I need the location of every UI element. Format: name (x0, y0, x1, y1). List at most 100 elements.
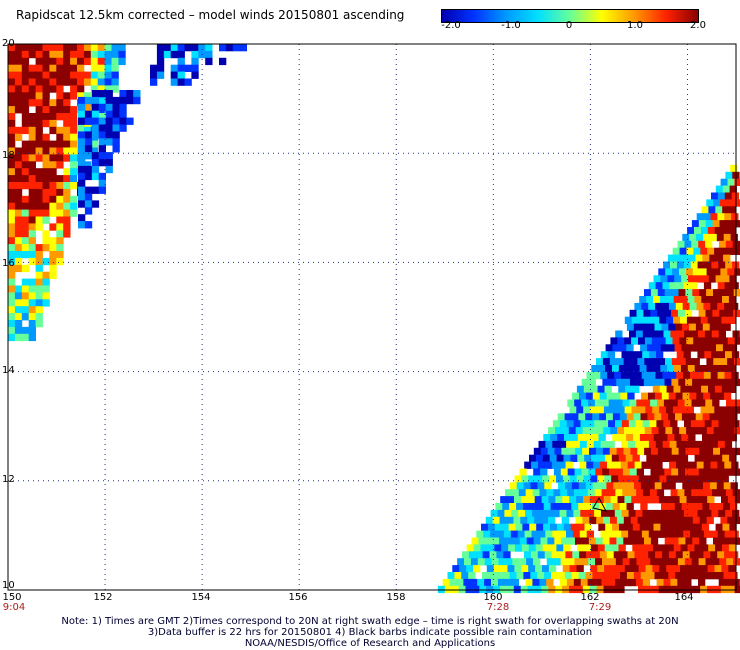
wind-cell (28, 175, 36, 183)
wind-cell (566, 509, 574, 518)
wind-cell (635, 330, 644, 338)
wind-cell (648, 551, 656, 559)
wind-cell (698, 558, 706, 566)
wind-cell (544, 572, 552, 580)
wind-cell (563, 544, 571, 552)
wind-cell (91, 159, 100, 167)
wind-cell (568, 537, 576, 545)
wind-cell (619, 344, 627, 352)
wind-cell (719, 378, 727, 387)
wind-cell (539, 578, 547, 587)
wind-cell (621, 530, 629, 538)
wind-cell (680, 475, 688, 483)
wind-cell (655, 302, 663, 311)
wind-cell (723, 503, 731, 511)
wind-cell (607, 461, 615, 469)
wind-cell (596, 358, 604, 366)
wind-cell (701, 385, 709, 393)
wind-cell (726, 220, 734, 228)
wind-cell (150, 64, 158, 72)
wind-cell (722, 365, 730, 373)
wind-cell (733, 220, 740, 228)
wind-cell (500, 585, 508, 594)
wind-cell (636, 558, 644, 566)
wind-cell (661, 503, 669, 511)
wind-cell (671, 309, 679, 318)
wind-cell (553, 558, 561, 566)
wind-cell (28, 85, 36, 93)
wind-cell (14, 99, 23, 107)
wind-cell (675, 572, 683, 580)
wind-cell (232, 44, 241, 52)
wind-cell (724, 440, 733, 449)
wind-cell (56, 154, 64, 162)
wind-cell (605, 523, 613, 531)
wind-cell (538, 530, 546, 538)
wind-cell (78, 96, 86, 105)
wind-cell (545, 440, 553, 449)
wind-cell (710, 213, 718, 221)
wind-cell (28, 306, 36, 314)
wind-cell (514, 565, 522, 573)
wind-cell (83, 50, 92, 59)
wind-cell (715, 275, 723, 283)
wind-cell (669, 371, 677, 380)
wind-cell (553, 468, 562, 476)
wind-cell (639, 523, 647, 531)
wind-cell (733, 289, 740, 297)
wind-cell (118, 57, 126, 66)
wind-cell (509, 482, 518, 490)
wind-cell (686, 337, 694, 345)
wind-cell (635, 530, 643, 538)
wind-cell (577, 454, 585, 462)
wind-cell (727, 516, 735, 525)
wind-cell (608, 558, 617, 566)
wind-cell (579, 440, 588, 449)
wind-cell (726, 558, 734, 566)
wind-cell (584, 523, 592, 531)
wind-cell (649, 489, 658, 497)
wind-cell (537, 551, 546, 559)
wind-cell (634, 302, 642, 311)
wind-cell (534, 585, 542, 594)
wind-cell (724, 461, 732, 469)
wind-cell (42, 119, 50, 128)
wind-cell (21, 223, 30, 231)
wind-cell (699, 268, 707, 276)
wind-cell (693, 565, 702, 573)
wind-cell (35, 133, 43, 141)
wind-cell (664, 309, 672, 318)
wind-cell (719, 309, 727, 318)
wind-cell (734, 585, 740, 594)
wind-cell (658, 427, 666, 435)
wind-cell (42, 113, 50, 121)
wind-cell (104, 71, 112, 79)
wind-cell (681, 254, 689, 262)
wind-cell (510, 530, 519, 538)
wind-cell (91, 103, 100, 112)
wind-cell (618, 544, 626, 552)
wind-cell (630, 427, 639, 435)
wind-cell (14, 147, 23, 155)
wind-cell (8, 326, 16, 335)
wind-cell (705, 309, 713, 318)
wind-cell (613, 572, 621, 580)
wind-cell (78, 179, 86, 187)
wind-cell (494, 544, 502, 552)
wind-cell (730, 164, 738, 173)
wind-cell (720, 516, 728, 525)
wind-cell (720, 199, 728, 207)
wind-cell (675, 392, 683, 400)
wind-cell (706, 289, 714, 297)
wind-cell (674, 275, 682, 283)
wind-cell (91, 200, 100, 208)
wind-cell (579, 551, 587, 559)
wind-cell (689, 302, 697, 311)
wind-cell (677, 240, 685, 249)
wind-cell (470, 558, 479, 566)
wind-cell (673, 385, 681, 393)
wind-cell (640, 503, 648, 511)
wind-cell (616, 358, 624, 366)
wind-cell (90, 50, 99, 59)
wind-cell (659, 565, 667, 573)
